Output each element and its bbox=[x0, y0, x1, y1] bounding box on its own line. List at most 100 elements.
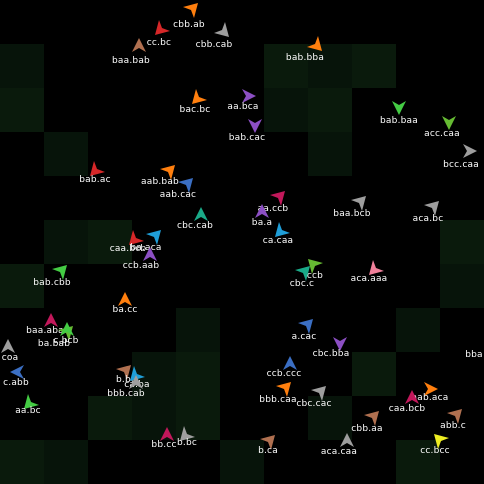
ground-tile bbox=[0, 264, 44, 308]
agent-arrow-icon bbox=[118, 292, 132, 306]
agent-label: ba.bab bbox=[37, 339, 71, 349]
agent-label: baa.aba bbox=[26, 326, 64, 336]
agent-arrow-shape bbox=[160, 427, 174, 441]
ground-tile bbox=[264, 88, 308, 132]
agent-label: ba.a bbox=[251, 218, 273, 228]
agent-arrow-icon bbox=[146, 230, 161, 245]
agent-label: cbc.cab bbox=[176, 221, 214, 231]
agent-arrow-icon bbox=[351, 196, 366, 211]
agent-label: bba bbox=[465, 350, 483, 360]
agent-arrow-shape bbox=[311, 386, 326, 401]
ground-tile bbox=[0, 88, 44, 132]
agent-arrow-icon bbox=[333, 337, 347, 351]
agent-arrow-icon bbox=[442, 116, 456, 130]
agent-label: aca.bc bbox=[412, 214, 444, 224]
agent-arrow-icon bbox=[130, 366, 145, 381]
agent-label: bbb.caa bbox=[259, 395, 297, 405]
agent-label: b.bc bbox=[115, 375, 137, 385]
agent-label: cbb.ab bbox=[173, 20, 205, 30]
agent-arrow-icon bbox=[178, 178, 193, 193]
agent-label: cbc.c bbox=[289, 279, 315, 289]
agent-arrow-shape bbox=[276, 382, 291, 397]
agent-arrow-icon bbox=[180, 426, 195, 441]
agent-arrow-shape bbox=[129, 375, 143, 389]
ground-tile bbox=[44, 132, 88, 176]
agent-arrow-shape bbox=[364, 411, 379, 426]
agent-arrow-shape bbox=[424, 382, 438, 396]
agent-arrow-icon bbox=[307, 36, 322, 51]
ground-tile bbox=[44, 440, 88, 484]
agent-label: aca.aaa bbox=[350, 274, 388, 284]
ground-tile bbox=[440, 264, 484, 308]
ground-tile bbox=[396, 440, 440, 484]
agent-label: c.abb bbox=[3, 378, 29, 388]
agent-label: cbc.bba bbox=[312, 349, 350, 359]
agent-arrow-icon bbox=[116, 365, 131, 380]
agent-arrow-icon bbox=[295, 266, 310, 281]
ground-tile bbox=[308, 44, 352, 88]
agent-arrow-shape bbox=[155, 20, 170, 35]
agent-arrow-shape bbox=[283, 356, 297, 370]
agent-arrow-icon bbox=[392, 101, 406, 115]
agent-arrow-shape bbox=[434, 434, 449, 449]
agent-arrow-icon bbox=[340, 433, 354, 447]
agent-arrow-shape bbox=[60, 322, 74, 336]
ground-tile bbox=[396, 308, 440, 352]
agent-label: aab.aca bbox=[411, 393, 449, 403]
agent-arrow-icon bbox=[52, 265, 67, 280]
agent-arrow-shape bbox=[333, 337, 347, 351]
agent-arrow-icon bbox=[132, 38, 146, 52]
agent-arrow-icon bbox=[160, 427, 174, 441]
agent-arrow-icon bbox=[10, 365, 24, 379]
agent-arrow-icon bbox=[260, 435, 275, 450]
agent-label: ba.cc bbox=[112, 305, 138, 315]
agent-arrow-shape bbox=[118, 292, 132, 306]
agent-label: ccb.ccc bbox=[266, 369, 302, 379]
agent-label: bcc.caa bbox=[443, 160, 479, 170]
agent-arrow-shape bbox=[255, 204, 269, 218]
agent-arrow-icon bbox=[60, 322, 74, 336]
agent-label: acc.caa bbox=[424, 129, 460, 139]
agent-arrow-icon bbox=[308, 259, 323, 274]
agent-arrow-icon bbox=[160, 165, 175, 180]
agent-arrow-icon bbox=[424, 382, 438, 396]
agent-label: cbb.aa bbox=[351, 424, 383, 434]
agent-label: aab.cac bbox=[159, 190, 197, 200]
agent-arrow-icon bbox=[242, 89, 256, 103]
agent-arrow-icon bbox=[1, 339, 15, 353]
agent-arrow-icon bbox=[311, 386, 326, 401]
ground-tile bbox=[88, 396, 132, 440]
agent-arrow-icon bbox=[405, 390, 419, 404]
agent-arrow-shape bbox=[44, 313, 58, 327]
agent-arrow-shape bbox=[146, 230, 161, 245]
agent-arrow-shape bbox=[194, 207, 208, 221]
agent-arrow-icon bbox=[129, 230, 144, 245]
agent-arrow-shape bbox=[275, 222, 290, 237]
agent-arrow-shape bbox=[442, 116, 456, 130]
agent-arrow-shape bbox=[340, 433, 354, 447]
ground-tile bbox=[308, 396, 352, 440]
agent-arrow-icon bbox=[183, 3, 198, 18]
agent-arrow-shape bbox=[130, 366, 145, 381]
ground-tile bbox=[0, 44, 44, 88]
agent-arrow-icon bbox=[275, 222, 290, 237]
agent-label: aca.caa bbox=[320, 447, 358, 457]
ground-tile bbox=[308, 88, 352, 132]
agent-label: abb.c bbox=[440, 421, 466, 431]
agent-arrow-icon bbox=[434, 434, 449, 449]
agent-label: cc.bcc bbox=[420, 446, 450, 456]
agent-arrow-shape bbox=[351, 196, 366, 211]
agent-arrow-icon bbox=[463, 144, 477, 158]
agent-arrow-icon bbox=[270, 191, 285, 206]
ground-tile bbox=[88, 220, 132, 264]
agent-arrow-shape bbox=[295, 266, 310, 281]
ground-tile bbox=[352, 352, 396, 396]
agent-label: coa bbox=[1, 353, 19, 363]
agent-arrow-shape bbox=[392, 101, 406, 115]
agent-arrow-icon bbox=[155, 20, 170, 35]
agent-arrow-shape bbox=[260, 435, 275, 450]
ground-tile bbox=[264, 44, 308, 88]
agent-arrow-shape bbox=[242, 89, 256, 103]
agent-arrow-shape bbox=[129, 230, 144, 245]
agent-label: bbb.cab bbox=[107, 389, 145, 399]
